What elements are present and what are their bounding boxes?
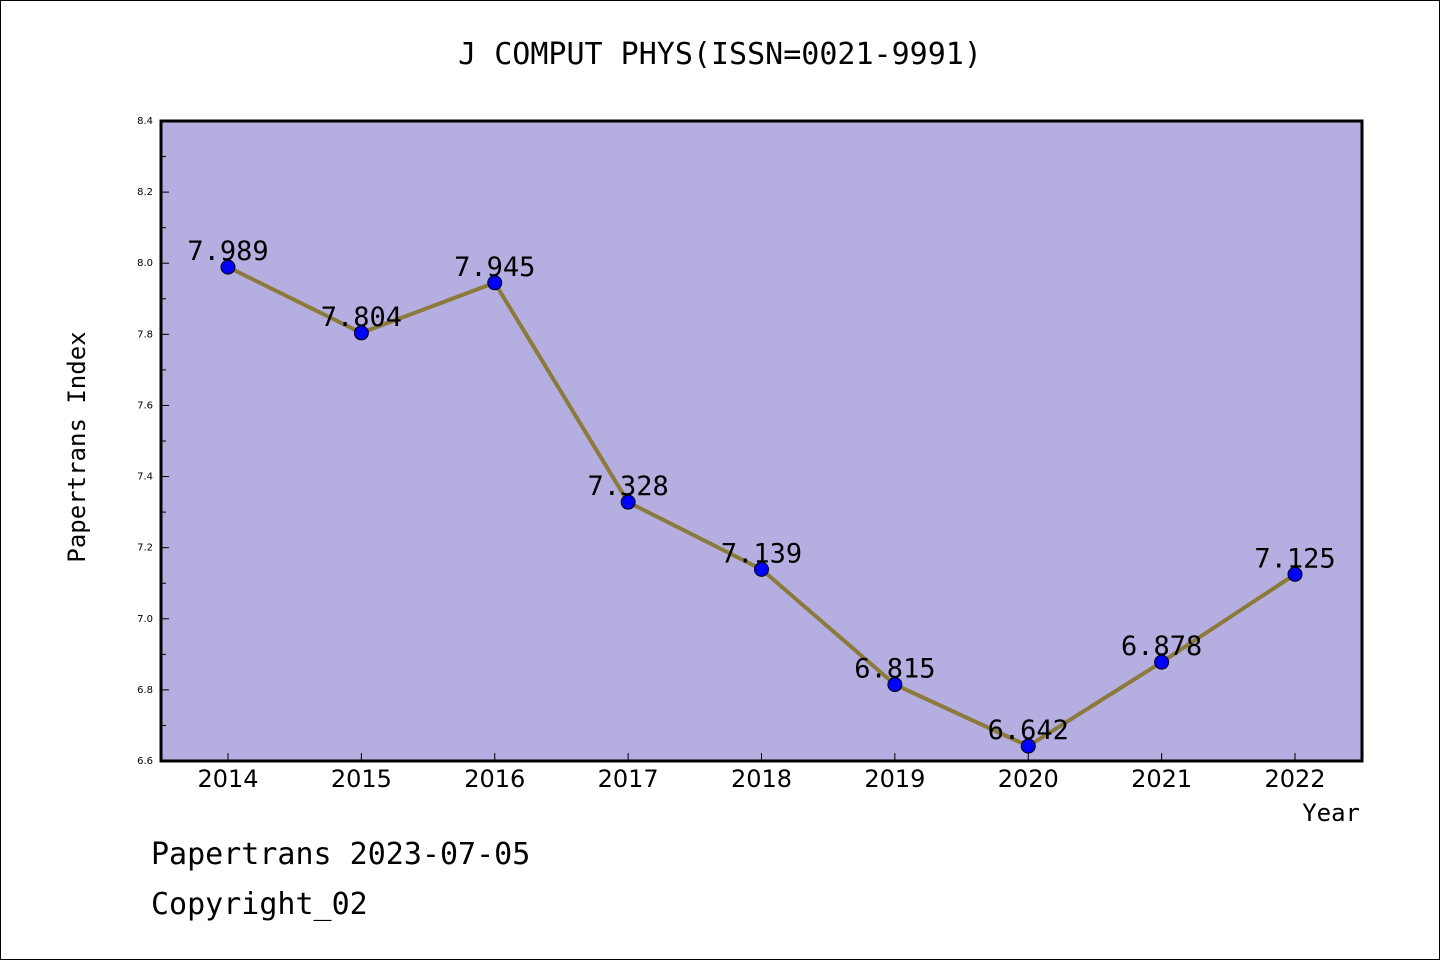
data-point (353, 325, 369, 341)
y-tick-label: 7.4 (137, 472, 153, 483)
x-tick-label: 2021 (1131, 765, 1192, 793)
data-label: 7.989 (187, 236, 268, 267)
x-tick-label: 2015 (331, 765, 392, 793)
plot-frame (159, 119, 1364, 763)
y-tick-label: 8.4 (137, 116, 153, 127)
data-label-group: 7.989 7.804 7.945 7.328 7.139 6.815 6.642 6.878… (187, 236, 1335, 746)
data-point (620, 494, 636, 510)
data-label: 7.139 (721, 538, 802, 569)
data-point (1154, 654, 1170, 670)
y-axis-label: Papertrans Index (63, 331, 91, 562)
data-point (754, 561, 769, 577)
footer-copyright: Copyright_02 (151, 887, 368, 922)
data-point (1020, 738, 1036, 754)
y-tick-label: 8.2 (137, 187, 153, 198)
x-tick-label: 2014 (197, 765, 258, 793)
data-point (887, 677, 903, 693)
plot-area (161, 121, 1362, 761)
x-axis: 2014 2015 2016 2017 2018 2019 2020 2021 2022 (197, 753, 1326, 793)
data-label: 7.804 (321, 302, 402, 333)
y-tick-label: 7.8 (137, 329, 153, 340)
data-label: 6.815 (854, 654, 935, 685)
data-label: 7.328 (587, 471, 668, 502)
data-label: 6.878 (1121, 631, 1202, 662)
x-tick-label: 2019 (864, 765, 925, 793)
data-label: 6.642 (988, 715, 1069, 746)
y-tick-label: 7.6 (137, 400, 153, 411)
data-label: 7.945 (454, 252, 535, 283)
data-label: 7.125 (1254, 543, 1335, 574)
x-tick-label: 2016 (464, 765, 525, 793)
footer-date: Papertrans 2023-07-05 (151, 837, 531, 872)
x-axis-label: Year (1302, 799, 1360, 827)
y-tick-label: 7.0 (137, 614, 153, 625)
x-tick-label: 2017 (598, 765, 659, 793)
x-tick-label: 2018 (731, 765, 792, 793)
chart-title: J COMPUT PHYS(ISSN=0021-9991) (458, 37, 982, 72)
x-tick-label: 2022 (1264, 765, 1325, 793)
y-tick-label: 7.2 (137, 543, 153, 554)
y-tick-label: 8.0 (137, 258, 153, 269)
y-tick-label: 6.8 (137, 685, 153, 696)
data-point (1287, 566, 1303, 582)
data-point (487, 275, 503, 291)
y-tick-label: 6.6 (137, 756, 153, 767)
x-tick-label: 2020 (998, 765, 1059, 793)
data-point (220, 259, 236, 275)
series-group (220, 259, 1303, 754)
